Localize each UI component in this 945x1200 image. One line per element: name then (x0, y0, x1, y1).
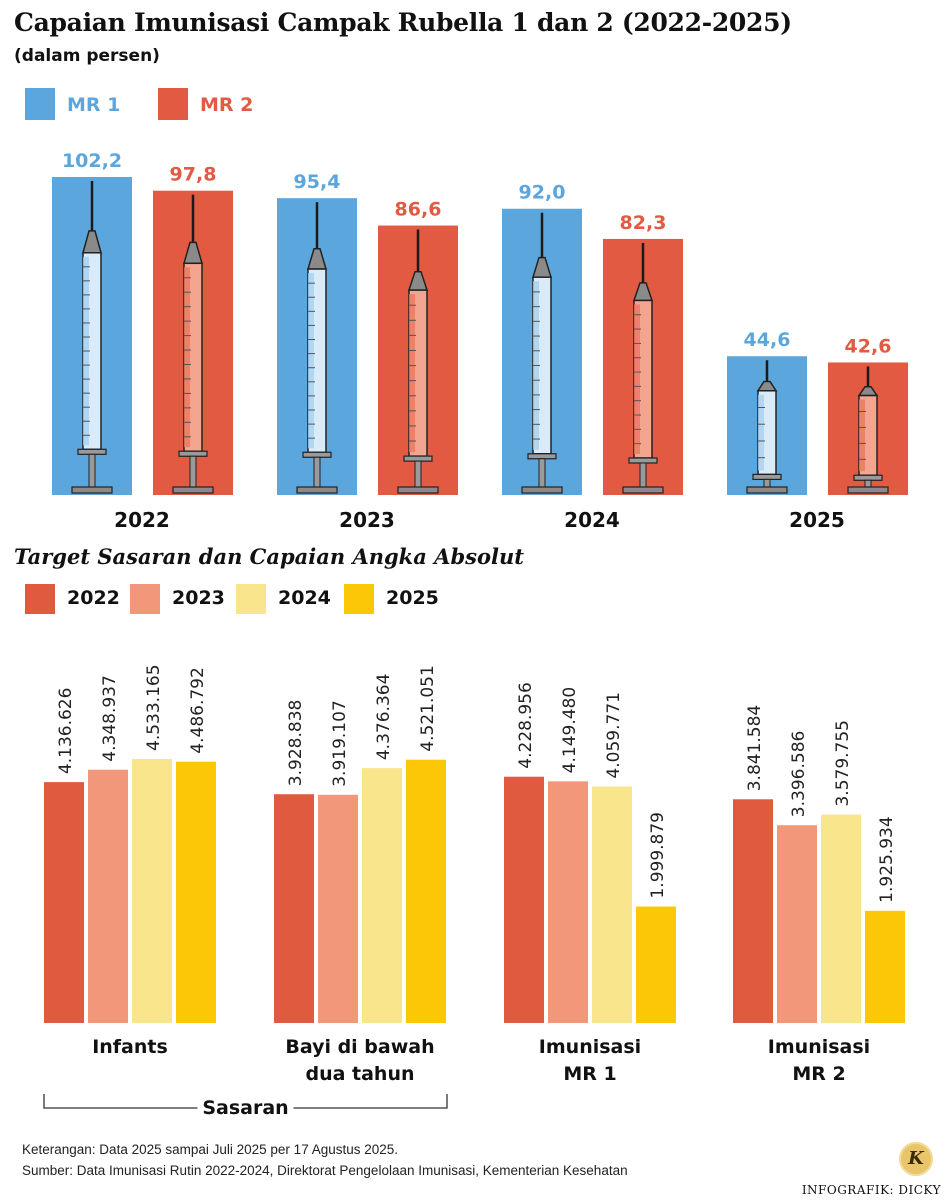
legend-swatch-2022 (25, 584, 55, 614)
sasaran-label: Sasaran (202, 1097, 288, 1119)
infographic-credit: INFOGRAFIK: DICKY (801, 1183, 941, 1197)
value-label-mr1-2022: 102,2 (62, 150, 122, 172)
legend-label-2025: 2025 (386, 587, 439, 609)
percent-bar-chart: 102,2 97,8 2022 95,4 86,6 2023 92,0 82,3 2024 44,… (52, 150, 908, 532)
bar-2022-0 (44, 782, 84, 1023)
value-label-mr1-2024: 92,0 (519, 182, 566, 204)
value-label-mr2-2024: 82,3 (620, 212, 667, 234)
legend-swatch-2023 (130, 584, 160, 614)
section2-title: Target Sasaran dan Capaian Angka Absolut (14, 544, 524, 569)
legend-swatch-2025 (344, 584, 374, 614)
category-label-2-0: Imunisasi (539, 1036, 641, 1058)
value-label-2025-1: 4.521.051 (418, 665, 438, 752)
category-label-1-0: Bayi di bawah (285, 1036, 434, 1058)
footer-note: Keterangan: Data 2025 sampai Juli 2025 p… (22, 1142, 399, 1157)
bar-2025-0 (176, 761, 216, 1023)
value-label-mr2-2025: 42,6 (845, 335, 892, 357)
legend-label-2023: 2023 (172, 587, 225, 609)
category-label-0-0: Infants (92, 1036, 168, 1058)
value-label-2024-2: 4.059.771 (604, 692, 624, 779)
category-label-2023: 2023 (339, 508, 395, 532)
footer-source: Sumber: Data Imunisasi Rutin 2022-2024, … (22, 1163, 628, 1178)
value-label-2022-3: 3.841.584 (745, 705, 765, 792)
value-label-2025-3: 1.925.934 (877, 816, 897, 903)
syringe-icon (521, 212, 563, 494)
publisher-logo: K (899, 1142, 933, 1176)
value-label-2025-2: 1.999.879 (648, 812, 668, 899)
category-label-1-1: dua tahun (305, 1063, 414, 1085)
value-label-2023-1: 3.919.107 (330, 700, 350, 787)
legend-label-mr1: MR 1 (67, 94, 121, 116)
bar-2024-3 (821, 814, 861, 1023)
value-label-2022-2: 4.228.956 (516, 682, 536, 769)
syringe-icon (746, 360, 788, 494)
bar-2025-2 (636, 906, 676, 1023)
bar-2022-3 (733, 799, 773, 1023)
category-label-2022: 2022 (114, 508, 170, 532)
syringe-icon (71, 181, 113, 494)
legend-bottom: 2022 2023 2024 2025 (25, 584, 455, 614)
value-label-2023-0: 4.348.937 (100, 675, 120, 762)
value-label-2022-0: 4.136.626 (56, 688, 76, 775)
category-label-2-1: MR 1 (563, 1063, 616, 1085)
absolute-bar-chart: 4.136.626 4.348.937 4.533.165 4.486.792 Infa… (43, 664, 905, 1120)
value-label-2024-1: 4.376.364 (374, 674, 394, 761)
category-label-2025: 2025 (789, 508, 845, 532)
value-label-2024-0: 4.533.165 (144, 664, 164, 751)
bar-2023-0 (88, 769, 128, 1023)
legend-label-2024: 2024 (278, 587, 331, 609)
value-label-mr1-2025: 44,6 (744, 329, 791, 351)
syringe-icon (172, 194, 214, 494)
bar-2023-1 (318, 794, 358, 1023)
bar-2022-2 (504, 776, 544, 1023)
value-label-2023-3: 3.396.586 (789, 731, 809, 818)
legend-label-2022: 2022 (67, 587, 120, 609)
value-label-mr1-2023: 95,4 (294, 171, 341, 193)
chart-title: Capaian Imunisasi Campak Rubella 1 dan 2… (14, 8, 792, 37)
category-label-2024: 2024 (564, 508, 620, 532)
syringe-icon (397, 229, 439, 494)
bar-2023-2 (548, 781, 588, 1023)
value-label-2024-3: 3.579.755 (833, 720, 853, 807)
bar-2024-0 (132, 759, 172, 1023)
legend-swatch-2024 (236, 584, 266, 614)
bar-2023-3 (777, 825, 817, 1023)
category-label-3-1: MR 2 (792, 1063, 845, 1085)
legend-swatch-mr1 (25, 88, 55, 120)
value-label-2023-2: 4.149.480 (560, 687, 580, 774)
legend-label-mr2: MR 2 (200, 94, 254, 116)
syringe-icon (296, 202, 338, 494)
bar-2025-1 (406, 759, 446, 1023)
value-label-2022-1: 3.928.838 (286, 700, 306, 787)
sasaran-label-bg (197, 1098, 294, 1120)
value-label-mr2-2022: 97,8 (170, 164, 217, 186)
category-label-3-0: Imunisasi (768, 1036, 870, 1058)
value-label-2025-0: 4.486.792 (188, 667, 208, 754)
bar-2024-1 (362, 768, 402, 1023)
bar-2022-1 (274, 794, 314, 1023)
bar-2024-2 (592, 786, 632, 1023)
legend-swatch-mr2 (158, 88, 188, 120)
syringe-icon (847, 366, 889, 494)
bar-2025-3 (865, 910, 905, 1023)
value-label-mr2-2023: 86,6 (395, 199, 442, 221)
chart-subtitle: (dalam persen) (14, 46, 160, 66)
syringe-icon (622, 242, 664, 494)
legend-top: MR 1 MR 2 (25, 88, 285, 122)
